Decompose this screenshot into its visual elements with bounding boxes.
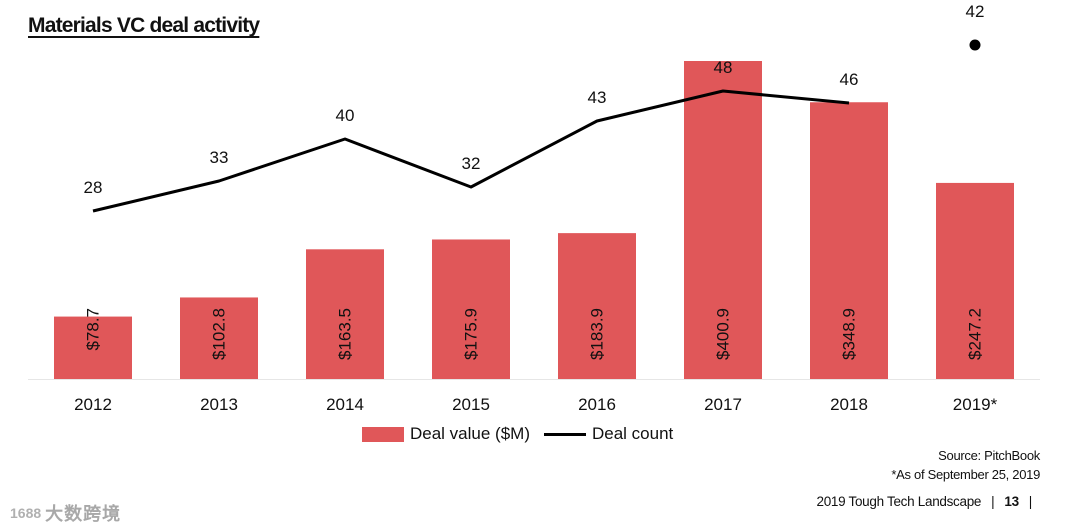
watermark-text: 大数跨境 [45, 504, 122, 524]
x-tick-label: 2013 [200, 395, 238, 414]
deal-count-label: 32 [462, 154, 481, 173]
bar [54, 316, 132, 379]
deal-count-line [92, 89, 850, 213]
legend-swatch-line [544, 432, 586, 436]
deal-count-label: 28 [84, 178, 103, 197]
x-tick-label: 2015 [452, 395, 490, 414]
source-line: Source: PitchBook [938, 448, 1040, 463]
chart-title: Materials VC deal activity [28, 14, 260, 37]
x-tick-label: 2012 [74, 395, 112, 414]
deal-count-label: 40 [336, 106, 355, 125]
deal-count-label: 33 [210, 148, 229, 167]
bar [810, 102, 888, 379]
bar [432, 239, 510, 379]
deal-count-label: 42 [966, 2, 985, 21]
page-footer: 2019 Tough Tech Landscape | 13 | [816, 494, 1042, 509]
legend-label-line: Deal count [592, 424, 674, 443]
bar-value-label: $400.9 [714, 308, 733, 360]
legend-item-bar: Deal value ($M) [362, 424, 530, 444]
bar [558, 233, 636, 379]
bar-value-label: $183.9 [588, 308, 607, 360]
bar [684, 61, 762, 379]
deal-count-label: 43 [588, 88, 607, 107]
bar-value-label: $102.8 [210, 308, 229, 360]
deal-count-label: 46 [840, 70, 859, 89]
source-note: Source: PitchBook *As of September 25, 2… [891, 446, 1040, 484]
footer-separator: | [991, 494, 995, 509]
bar-value-label: $348.9 [840, 308, 859, 360]
bar [180, 297, 258, 379]
x-tick-label: 2019* [953, 395, 998, 414]
x-tick-label: 2016 [578, 395, 616, 414]
bar-value-label: $175.9 [462, 308, 481, 360]
bar-value-label: $163.5 [336, 308, 355, 360]
x-tick-label: 2014 [326, 395, 364, 414]
legend-item-line: Deal count [544, 424, 673, 444]
bars-layer [54, 61, 1014, 379]
labels-layer: $78.7 2012 $102.8 2013 $163.5 2014 $175.9 2015 $… [74, 2, 998, 414]
legend-label-bar: Deal value ($M) [410, 424, 530, 443]
watermark: 1688 大数跨境 [10, 500, 121, 526]
watermark-logo: 1688 [10, 505, 42, 521]
page-number: 13 [1004, 494, 1019, 509]
x-tick-label: 2018 [830, 395, 868, 414]
line-layer [92, 39, 981, 213]
report-name: 2019 Tough Tech Landscape [816, 494, 982, 509]
bar [936, 182, 1014, 379]
bar [306, 249, 384, 379]
deal-count-label: 48 [714, 58, 733, 77]
deal-count-point [969, 39, 981, 51]
footer-trailing-separator: | [1028, 494, 1033, 509]
x-tick-label: 2017 [704, 395, 742, 414]
chart-legend: Deal value ($M) Deal count [362, 424, 687, 444]
date-note: *As of September 25, 2019 [891, 467, 1040, 482]
legend-swatch-bar [362, 426, 404, 442]
bar-value-label: $78.7 [84, 308, 103, 351]
bar-value-label: $247.2 [966, 308, 985, 360]
